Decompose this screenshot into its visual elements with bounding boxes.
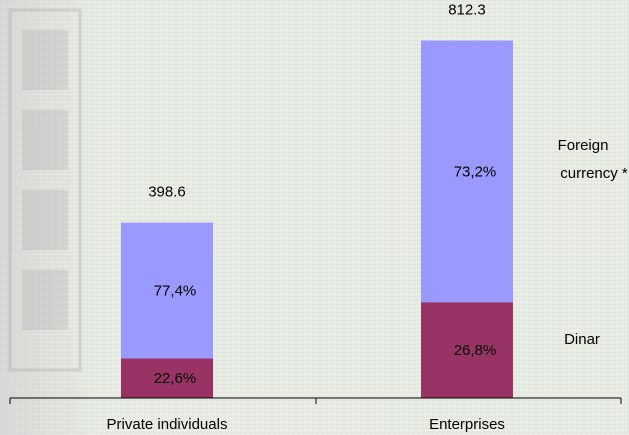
bar-dinar-enterprises xyxy=(421,302,513,398)
data-label-foreign-enterprises: 73,2% xyxy=(454,163,497,180)
category-label-private: Private individuals xyxy=(107,416,228,433)
category-label-enterprises: Enterprises xyxy=(429,416,505,433)
nbs-logo-watermark-icon xyxy=(8,8,82,372)
legend-foreign-line1: Foreign xyxy=(558,137,609,154)
data-label-dinar-enterprises: 26,8% xyxy=(454,342,497,359)
logo-watermark xyxy=(0,0,90,435)
total-label-private: 398.6 xyxy=(148,184,186,201)
bar-dinar-private xyxy=(121,358,213,398)
legend-dinar: Dinar xyxy=(564,331,600,348)
bar-foreign-private xyxy=(121,222,213,359)
data-label-dinar-private: 22,6% xyxy=(154,370,197,387)
total-label-enterprises: 812.3 xyxy=(448,2,486,19)
bar-foreign-enterprises xyxy=(421,40,513,303)
data-label-foreign-private: 77,4% xyxy=(154,282,197,299)
legend-foreign-line2: currency * xyxy=(560,165,628,182)
